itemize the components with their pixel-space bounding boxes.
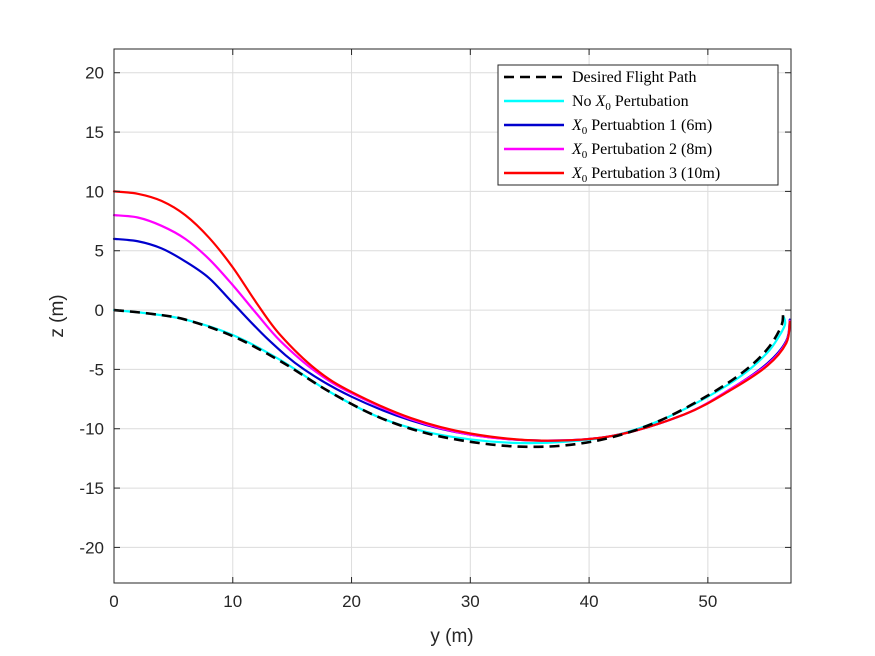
legend-label: Pertubation 3 (10m) [587, 165, 720, 182]
legend-subscript: 0 [582, 173, 588, 185]
y-axis-ticks: 20 15 10 5 0 -5 -10 -15 -20 [79, 64, 791, 557]
legend-entry-0: Desired Flight Path [572, 69, 696, 86]
legend-subscript: 0 [605, 101, 611, 113]
legend-symbol: X [571, 141, 583, 158]
axes-box [113, 48, 792, 584]
x-tick-label: 20 [342, 592, 361, 611]
y-axis-label: z (m) [47, 294, 68, 337]
legend-symbol: X [595, 93, 607, 110]
series-group [112, 190, 791, 449]
legend-entry-3: X0 Pertubation 2 (8m) [571, 141, 712, 161]
legend-label: Pertubation 2 (8m) [587, 141, 712, 158]
legend-label: Pertubation [611, 93, 689, 110]
y-tick-label: 0 [95, 301, 104, 320]
legend-prefix: No [572, 93, 596, 110]
legend-entry-2: X0 Pertuabtion 1 (6m) [571, 117, 712, 137]
x-tick-label: 40 [580, 592, 599, 611]
series-line-0 [113, 308, 785, 449]
y-tick-label: -20 [79, 538, 104, 557]
legend-entry-1: No X0 Pertubation [572, 93, 689, 113]
legend-symbol: X [571, 117, 583, 134]
legend-subscript: 0 [582, 125, 588, 137]
y-tick-label: -5 [89, 360, 104, 379]
y-tick-label: -15 [79, 479, 104, 498]
y-tick-label: 15 [85, 123, 104, 142]
y-tick-label: 20 [85, 64, 104, 83]
legend-label: Pertuabtion 1 (6m) [587, 117, 712, 134]
legend-entry-4: X0 Pertubation 3 (10m) [571, 165, 720, 185]
series-line-4 [112, 190, 791, 442]
x-tick-label: 10 [223, 592, 242, 611]
legend-label: Desired Flight Path [572, 69, 696, 86]
x-axis-label: y (m) [430, 626, 473, 647]
x-axis-ticks: 0 10 20 30 40 50 [109, 49, 717, 611]
y-tick-label: 10 [85, 182, 104, 201]
legend-subscript: 0 [582, 149, 588, 161]
x-tick-label: 0 [109, 592, 118, 611]
x-tick-label: 50 [698, 592, 717, 611]
y-tick-label: -10 [79, 420, 104, 439]
x-tick-label: 30 [461, 592, 480, 611]
y-tick-label: 5 [95, 242, 104, 261]
legend-symbol: X [571, 165, 583, 182]
